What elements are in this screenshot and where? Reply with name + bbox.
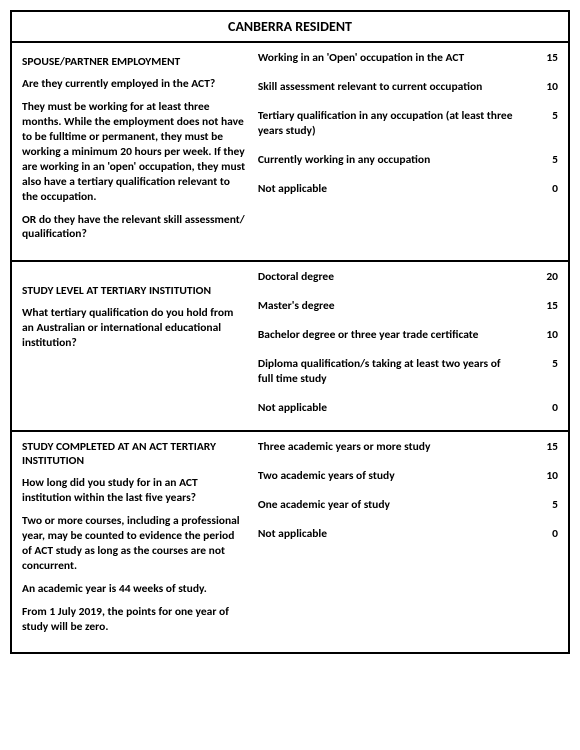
option-label: Not applicable xyxy=(258,182,524,197)
section-left: STUDY LEVEL AT TERTIARY INSTITUTION What… xyxy=(22,270,258,420)
option-points: 15 xyxy=(524,51,558,66)
section-left: STUDY COMPLETED AT AN ACT TERTIARY INSTI… xyxy=(22,440,258,642)
section-para: Are they currently employed in the ACT? xyxy=(22,77,246,92)
option-label: Currently working in any occupation xyxy=(258,153,524,168)
option-points: 0 xyxy=(524,182,558,197)
option-points: 5 xyxy=(524,153,558,168)
section-right: Doctoral degree 20 Master's degree 15 Ba… xyxy=(258,270,558,420)
section-para: Two or more courses, including a profess… xyxy=(22,514,246,574)
option-points: 5 xyxy=(524,109,558,139)
option-row: Two academic years of study 10 xyxy=(258,469,558,484)
document-table: CANBERRA RESIDENT SPOUSE/PARTNER EMPLOYM… xyxy=(10,10,570,654)
section-para: From 1 July 2019, the points for one yea… xyxy=(22,605,246,635)
option-points: 10 xyxy=(524,80,558,95)
option-label: Diploma qualification/s taking at least … xyxy=(258,357,524,387)
option-row: Tertiary qualification in any occupation… xyxy=(258,109,558,139)
option-label: Tertiary qualification in any occupation… xyxy=(258,109,524,139)
option-row: Diploma qualification/s taking at least … xyxy=(258,357,558,387)
section-heading: STUDY COMPLETED AT AN ACT TERTIARY INSTI… xyxy=(22,440,246,468)
option-label: Master's degree xyxy=(258,299,524,314)
option-label: Skill assessment relevant to current occ… xyxy=(258,80,524,95)
option-row: One academic year of study 5 xyxy=(258,498,558,513)
option-row: Not applicable 0 xyxy=(258,527,558,542)
option-row: Doctoral degree 20 xyxy=(258,270,558,285)
section-heading: STUDY LEVEL AT TERTIARY INSTITUTION xyxy=(22,284,246,298)
section-left: SPOUSE/PARTNER EMPLOYMENT Are they curre… xyxy=(22,51,258,250)
option-label: Not applicable xyxy=(258,527,524,542)
section-para: They must be working for at least three … xyxy=(22,100,246,205)
section-heading: SPOUSE/PARTNER EMPLOYMENT xyxy=(22,51,246,69)
option-points: 15 xyxy=(524,440,558,455)
section-study-level: STUDY LEVEL AT TERTIARY INSTITUTION What… xyxy=(12,262,568,432)
section-act-study: STUDY COMPLETED AT AN ACT TERTIARY INSTI… xyxy=(12,432,568,652)
option-label: Two academic years of study xyxy=(258,469,524,484)
section-right: Three academic years or more study 15 Tw… xyxy=(258,440,558,642)
option-points: 0 xyxy=(524,527,558,542)
option-points: 5 xyxy=(524,357,558,387)
section-right: Working in an 'Open' occupation in the A… xyxy=(258,51,558,250)
option-row: Bachelor degree or three year trade cert… xyxy=(258,328,558,343)
option-row: Not applicable 0 xyxy=(258,401,558,416)
option-row: Skill assessment relevant to current occ… xyxy=(258,80,558,95)
option-label: Doctoral degree xyxy=(258,270,524,285)
section-spouse-employment: SPOUSE/PARTNER EMPLOYMENT Are they curre… xyxy=(12,43,568,262)
option-label: Bachelor degree or three year trade cert… xyxy=(258,328,524,343)
table-title: CANBERRA RESIDENT xyxy=(12,12,568,43)
section-para: An academic year is 44 weeks of study. xyxy=(22,582,246,597)
option-label: Not applicable xyxy=(258,401,524,416)
option-points: 10 xyxy=(524,469,558,484)
option-label: Working in an 'Open' occupation in the A… xyxy=(258,51,524,66)
section-para: OR do they have the relevant skill asses… xyxy=(22,213,246,243)
option-points: 20 xyxy=(524,270,558,285)
option-points: 5 xyxy=(524,498,558,513)
option-points: 10 xyxy=(524,328,558,343)
option-label: One academic year of study xyxy=(258,498,524,513)
option-row: Not applicable 0 xyxy=(258,182,558,197)
option-row: Master's degree 15 xyxy=(258,299,558,314)
option-row: Three academic years or more study 15 xyxy=(258,440,558,455)
option-points: 15 xyxy=(524,299,558,314)
option-label: Three academic years or more study xyxy=(258,440,524,455)
option-row: Working in an 'Open' occupation in the A… xyxy=(258,51,558,66)
section-para: How long did you study for in an ACT ins… xyxy=(22,476,246,506)
option-row: Currently working in any occupation 5 xyxy=(258,153,558,168)
section-para: What tertiary qualification do you hold … xyxy=(22,306,246,351)
option-points: 0 xyxy=(524,401,558,416)
